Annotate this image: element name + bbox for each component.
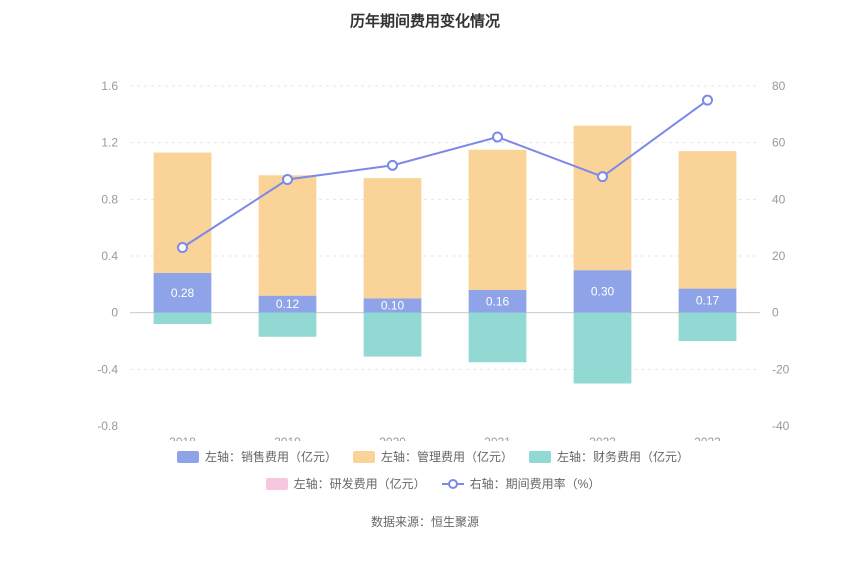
chart-container: 历年期间费用变化情况 -0.8 -0.4 0 0.4 0.8 1.2 1.6 -40 -20 0 2… [0, 0, 850, 574]
line-marker [388, 161, 397, 170]
y-left-tick-label: -0.8 [97, 419, 118, 433]
bar-label-sales: 0.28 [171, 286, 195, 300]
legend-label: 左轴：销售费用（亿元） [205, 450, 337, 464]
bar-label-sales: 0.30 [591, 284, 615, 298]
y-left-tick-label: -0.4 [97, 362, 118, 376]
y-right-tick-label: 60 [772, 136, 786, 150]
y-left-tick-label: 0.4 [101, 249, 118, 263]
source-value: 恒生聚源 [431, 515, 479, 529]
line-marker [493, 133, 502, 142]
y-right-tick-label: 40 [772, 192, 786, 206]
legend-label: 左轴：研发费用（亿元） [294, 477, 426, 491]
bar-finance [259, 313, 317, 337]
y-left-tick-label: 1.6 [101, 79, 118, 93]
legend-label: 右轴：期间费用率（%） [470, 477, 601, 491]
line-marker [283, 175, 292, 184]
bar-finance [469, 313, 527, 363]
bar-finance [364, 313, 422, 357]
bar-finance [574, 313, 632, 384]
x-tick-label: 2023 [694, 435, 721, 441]
chart-plot: -0.8 -0.4 0 0.4 0.8 1.2 1.6 -40 -20 0 20 40 60 80 2018… [0, 31, 850, 441]
legend-row: 左轴：销售费用（亿元） 左轴：管理费用（亿元） 左轴：财务费用（亿元） [0, 445, 850, 468]
source-label: 数据来源： [371, 515, 431, 529]
bar-mgmt [364, 178, 422, 298]
y-left-tick-label: 0.8 [101, 192, 118, 206]
legend-swatch [529, 451, 551, 463]
bar-mgmt [679, 151, 737, 288]
bar-label-sales: 0.17 [696, 294, 720, 308]
bar-label-sales: 0.16 [486, 294, 510, 308]
line-marker [703, 96, 712, 105]
bar-mgmt [469, 150, 527, 290]
y-right-tick-label: -40 [772, 419, 790, 433]
legend-swatch [266, 478, 288, 490]
bar-mgmt [574, 126, 632, 271]
bar-finance [154, 313, 212, 324]
legend-swatch [353, 451, 375, 463]
bar-finance [679, 313, 737, 341]
y-left-tick-label: 0 [111, 306, 118, 320]
bar-label-sales: 0.12 [276, 297, 300, 311]
bar-label-sales: 0.10 [381, 299, 405, 313]
y-right-tick-label: 80 [772, 79, 786, 93]
y-right-tick-label: 20 [772, 249, 786, 263]
x-tick-label: 2018 [169, 435, 196, 441]
legend-line-swatch [442, 478, 464, 490]
x-tick-label: 2022 [589, 435, 616, 441]
line-marker [178, 243, 187, 252]
line-marker [598, 172, 607, 181]
bar-mgmt [154, 153, 212, 273]
y-left-tick-label: 1.2 [101, 136, 118, 150]
legend-row: 左轴：研发费用（亿元） 右轴：期间费用率（%） [0, 472, 850, 495]
legend-label: 左轴：财务费用（亿元） [557, 450, 689, 464]
legend-swatch [177, 451, 199, 463]
x-tick-label: 2020 [379, 435, 406, 441]
data-source: 数据来源：恒生聚源 [0, 513, 850, 530]
legend-label: 左轴：管理费用（亿元） [381, 450, 513, 464]
chart-title: 历年期间费用变化情况 [0, 0, 850, 31]
y-right-tick-label: -20 [772, 362, 790, 376]
x-tick-label: 2021 [484, 435, 511, 441]
legend: 左轴：销售费用（亿元） 左轴：管理费用（亿元） 左轴：财务费用（亿元） 左轴：研发费用… [0, 445, 850, 495]
x-tick-label: 2019 [274, 435, 301, 441]
y-right-tick-label: 0 [772, 306, 779, 320]
